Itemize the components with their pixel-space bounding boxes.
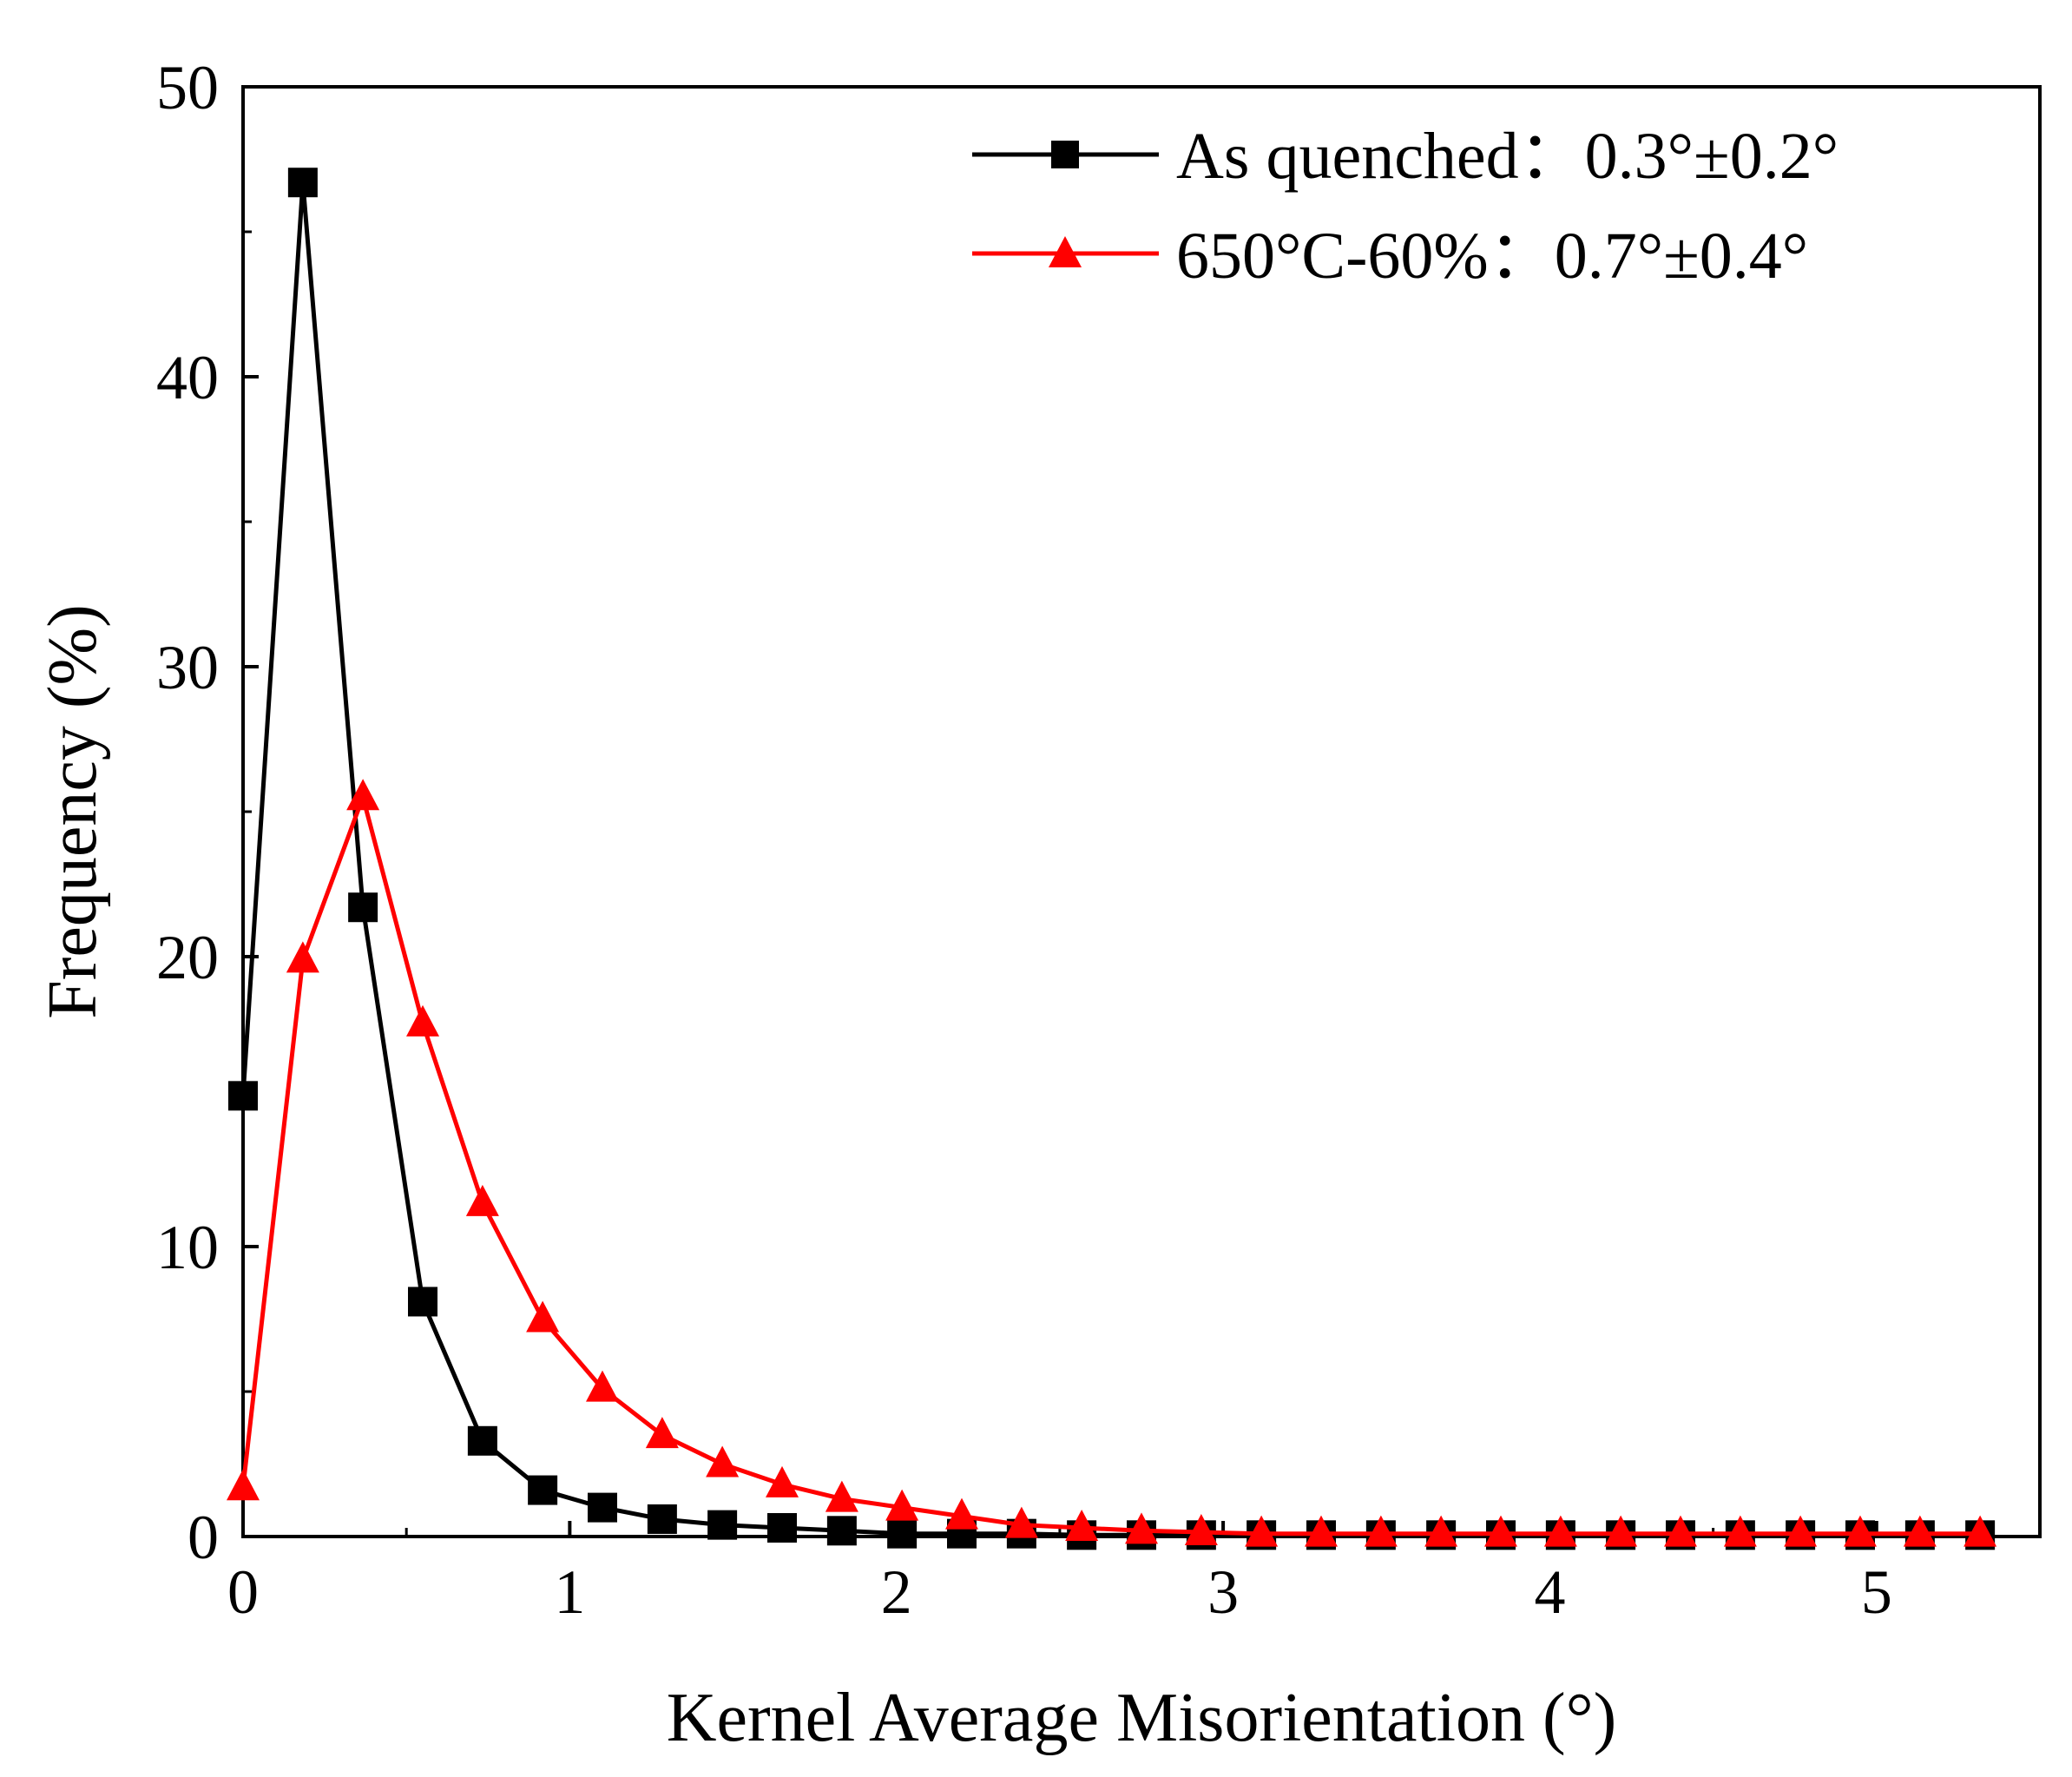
data-point-square — [228, 1081, 258, 1111]
legend-label-as-quenched: As quenched：0.3°±0.2° — [1176, 120, 1838, 193]
data-point-triangle — [227, 1469, 260, 1501]
data-point-square — [467, 1425, 497, 1456]
data-point-triangle — [1245, 1515, 1279, 1547]
series-line — [240, 794, 1981, 1537]
y-tick-label: 0 — [187, 1503, 219, 1572]
data-point-triangle — [1664, 1515, 1697, 1547]
data-point-triangle — [706, 1445, 740, 1478]
y-axis: 0 10 20 30 40 50 — [156, 53, 259, 1572]
data-point-square — [647, 1504, 677, 1534]
data-point-triangle — [346, 779, 380, 811]
data-point-triangle — [465, 1184, 499, 1216]
data-point-triangle — [885, 1489, 919, 1521]
data-point-triangle — [406, 1004, 439, 1037]
data-point-triangle — [766, 1465, 799, 1497]
y-axis-title: Frequency (%) — [35, 604, 111, 1019]
data-point-triangle — [1305, 1515, 1338, 1547]
legend-marker-as-quenched — [1051, 141, 1079, 168]
plot-frame — [241, 85, 2042, 1538]
series-layer — [227, 168, 1997, 1550]
y-tick-label: 10 — [156, 1213, 219, 1282]
x-tick-label: 4 — [1534, 1557, 1565, 1627]
x-tick-label: 3 — [1207, 1557, 1239, 1627]
data-point-triangle — [586, 1370, 619, 1402]
data-point-square — [887, 1518, 918, 1549]
data-point-triangle — [1364, 1515, 1398, 1547]
data-point-square — [826, 1516, 857, 1546]
data-point-triangle — [526, 1300, 560, 1333]
x-tick-label: 2 — [881, 1557, 912, 1627]
series-line — [240, 180, 1981, 1537]
data-point-triangle — [1424, 1515, 1458, 1547]
series-0 — [228, 168, 1996, 1550]
x-tick-label: 1 — [554, 1557, 585, 1627]
y-tick-label: 30 — [156, 633, 219, 702]
data-point-square — [767, 1512, 797, 1543]
y-tick-label: 20 — [156, 923, 219, 992]
x-axis-title: Kernel Average Misorientation (°) — [667, 1680, 1617, 1756]
x-tick-label: 0 — [227, 1557, 259, 1627]
data-point-triangle — [1844, 1515, 1877, 1547]
legend-marker-650c — [1049, 236, 1082, 267]
data-point-triangle — [1184, 1513, 1218, 1545]
series-1 — [227, 779, 1997, 1547]
x-tick-label: 5 — [1861, 1557, 1892, 1627]
data-point-triangle — [645, 1417, 679, 1449]
data-point-triangle — [825, 1480, 858, 1512]
data-point-triangle — [1125, 1512, 1158, 1544]
data-point-triangle — [945, 1497, 978, 1530]
y-tick-label: 40 — [156, 343, 219, 412]
data-point-triangle — [1543, 1515, 1577, 1547]
data-point-square — [528, 1475, 558, 1505]
data-point-triangle — [286, 941, 319, 973]
data-point-triangle — [1484, 1515, 1517, 1547]
data-point-triangle — [1784, 1515, 1818, 1547]
legend-label-650c: 650°C-60%：0.7°±0.4° — [1176, 220, 1808, 293]
data-point-triangle — [1604, 1515, 1638, 1547]
legend: As quenched：0.3°±0.2° 650°C-60%：0.7°±0.4… — [972, 120, 1838, 293]
x-axis: 0 1 2 3 4 5 — [227, 1521, 1892, 1627]
data-point-square — [287, 168, 318, 198]
data-point-triangle — [1963, 1515, 1997, 1547]
data-point-triangle — [1004, 1506, 1038, 1538]
data-point-triangle — [1065, 1509, 1099, 1541]
data-point-square — [588, 1492, 617, 1523]
data-point-square — [348, 892, 378, 923]
data-point-square — [408, 1287, 437, 1317]
y-tick-label: 50 — [156, 53, 219, 122]
data-point-triangle — [1723, 1515, 1757, 1547]
data-point-triangle — [1903, 1515, 1937, 1547]
data-point-square — [707, 1510, 738, 1540]
